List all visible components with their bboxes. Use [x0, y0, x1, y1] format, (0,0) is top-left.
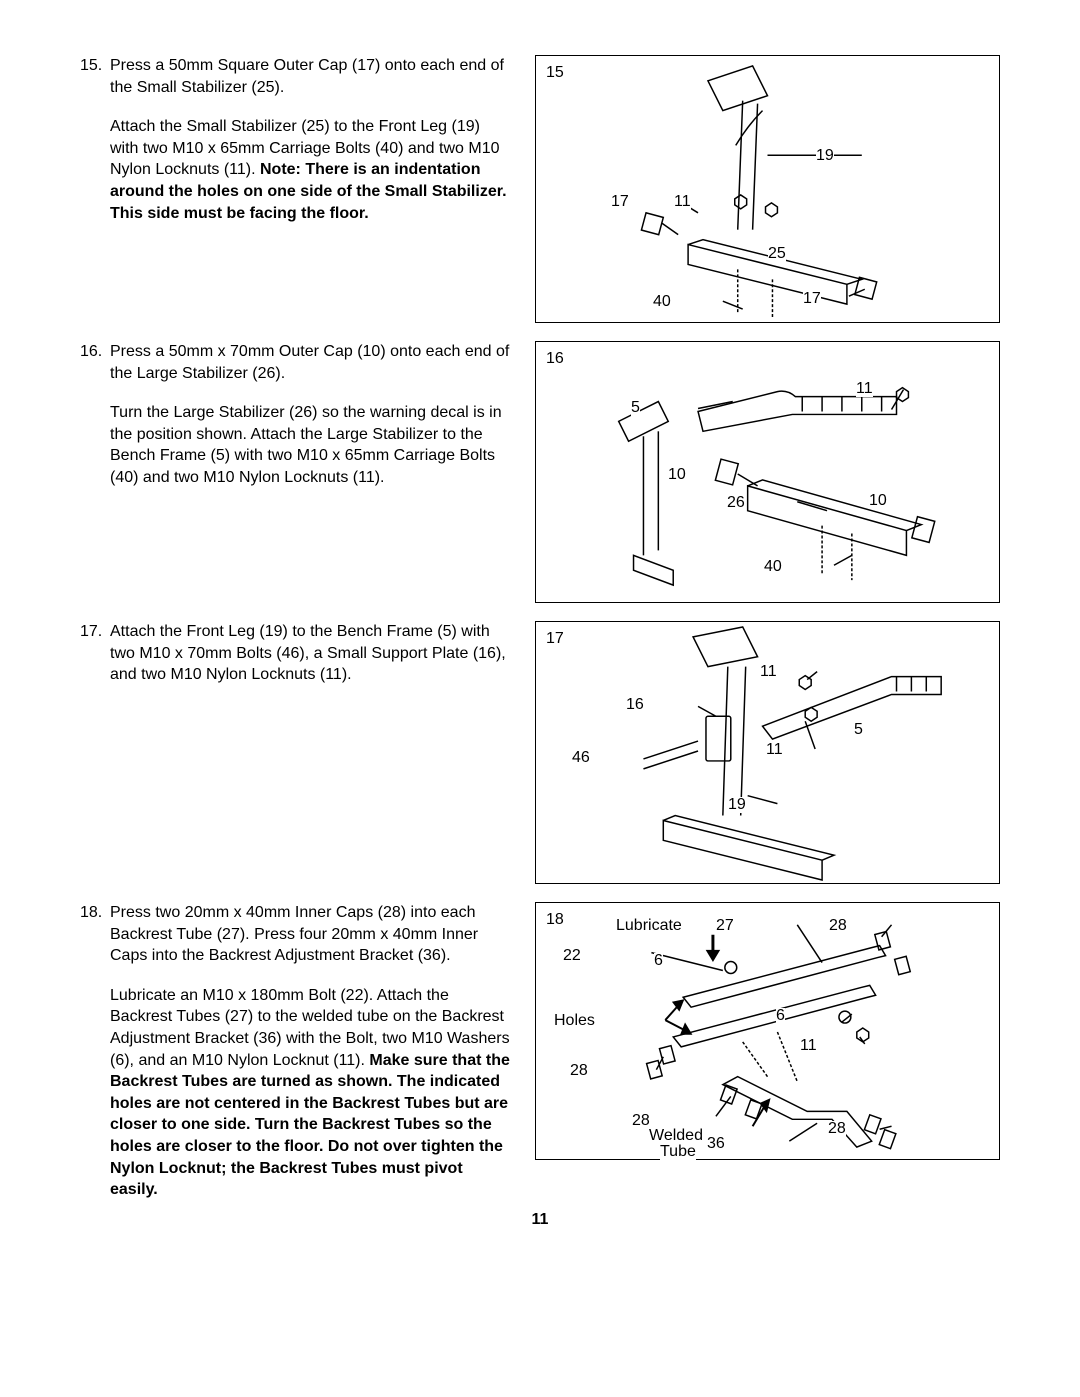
callout: 19: [728, 797, 746, 813]
step-18-row: 18. Press two 20mm x 40mm Inner Caps (28…: [80, 902, 1000, 1201]
callout: 5: [631, 400, 640, 416]
callout: 11: [800, 1038, 817, 1054]
step-15-row: 15. Press a 50mm Square Outer Cap (17) o…: [80, 55, 1000, 323]
callout: 11: [856, 381, 873, 397]
callout: 5: [854, 722, 863, 738]
callout: 36: [707, 1136, 725, 1152]
callout: 28: [828, 1121, 846, 1137]
step-paragraph: Attach the Front Leg (19) to the Bench F…: [110, 621, 510, 686]
diagram-17: 17: [535, 621, 1000, 884]
callout: Lubricate: [616, 918, 682, 934]
callout: 6: [776, 1008, 785, 1024]
step-paragraph: Lubricate an M10 x 180mm Bolt (22). Atta…: [110, 985, 510, 1201]
page-number: 11: [80, 1211, 1000, 1229]
step-16-text: 16. Press a 50mm x 70mm Outer Cap (10) o…: [80, 341, 510, 489]
callout: 19: [816, 148, 834, 164]
step-paragraph: Attach the Small Stabilizer (25) to the …: [110, 116, 510, 224]
callout: 46: [572, 750, 590, 766]
callout: 26: [727, 495, 745, 511]
step-number: 18.: [80, 902, 110, 1201]
step-paragraph: Press a 50mm Square Outer Cap (17) onto …: [110, 55, 510, 98]
callout: 28: [570, 1063, 588, 1079]
callout: 22: [563, 948, 581, 964]
callout: 11: [766, 742, 783, 758]
callout: 28: [829, 918, 847, 934]
step-16-row: 16. Press a 50mm x 70mm Outer Cap (10) o…: [80, 341, 1000, 603]
step-17-text: 17. Attach the Front Leg (19) to the Ben…: [80, 621, 510, 686]
step-number: 16.: [80, 341, 110, 489]
callout: 6: [654, 953, 663, 969]
callout: 17: [611, 194, 629, 210]
diagram-16: 16: [535, 341, 1000, 603]
callout: 16: [626, 697, 644, 713]
step-17-row: 17. Attach the Front Leg (19) to the Ben…: [80, 621, 1000, 884]
callout: Holes: [554, 1013, 595, 1029]
diagram-18-svg: [536, 903, 999, 1159]
step-18-text: 18. Press two 20mm x 40mm Inner Caps (28…: [80, 902, 510, 1201]
callout: 17: [803, 291, 821, 307]
assembly-page: 15. Press a 50mm Square Outer Cap (17) o…: [0, 0, 1080, 1259]
step-paragraph: Press two 20mm x 40mm Inner Caps (28) in…: [110, 902, 510, 967]
diagram-15: 15: [535, 55, 1000, 323]
callout: 10: [668, 467, 686, 483]
callout: 10: [869, 493, 887, 509]
diagram-18: 18: [535, 902, 1000, 1160]
step-number: 17.: [80, 621, 110, 686]
step-15-text: 15. Press a 50mm Square Outer Cap (17) o…: [80, 55, 510, 224]
step-number: 15.: [80, 55, 110, 224]
callout: Welded: [649, 1128, 703, 1144]
step-paragraph: Press a 50mm x 70mm Outer Cap (10) onto …: [110, 341, 510, 384]
callout: 27: [716, 918, 734, 934]
callout: 25: [768, 246, 786, 262]
callout: 11: [674, 194, 691, 210]
callout: 40: [653, 294, 671, 310]
callout: Tube: [660, 1144, 696, 1160]
callout: 11: [760, 664, 777, 680]
step-paragraph: Turn the Large Stabilizer (26) so the wa…: [110, 402, 510, 488]
callout: 28: [632, 1113, 650, 1129]
callout: 40: [764, 559, 782, 575]
diagram-15-svg: [536, 56, 999, 322]
